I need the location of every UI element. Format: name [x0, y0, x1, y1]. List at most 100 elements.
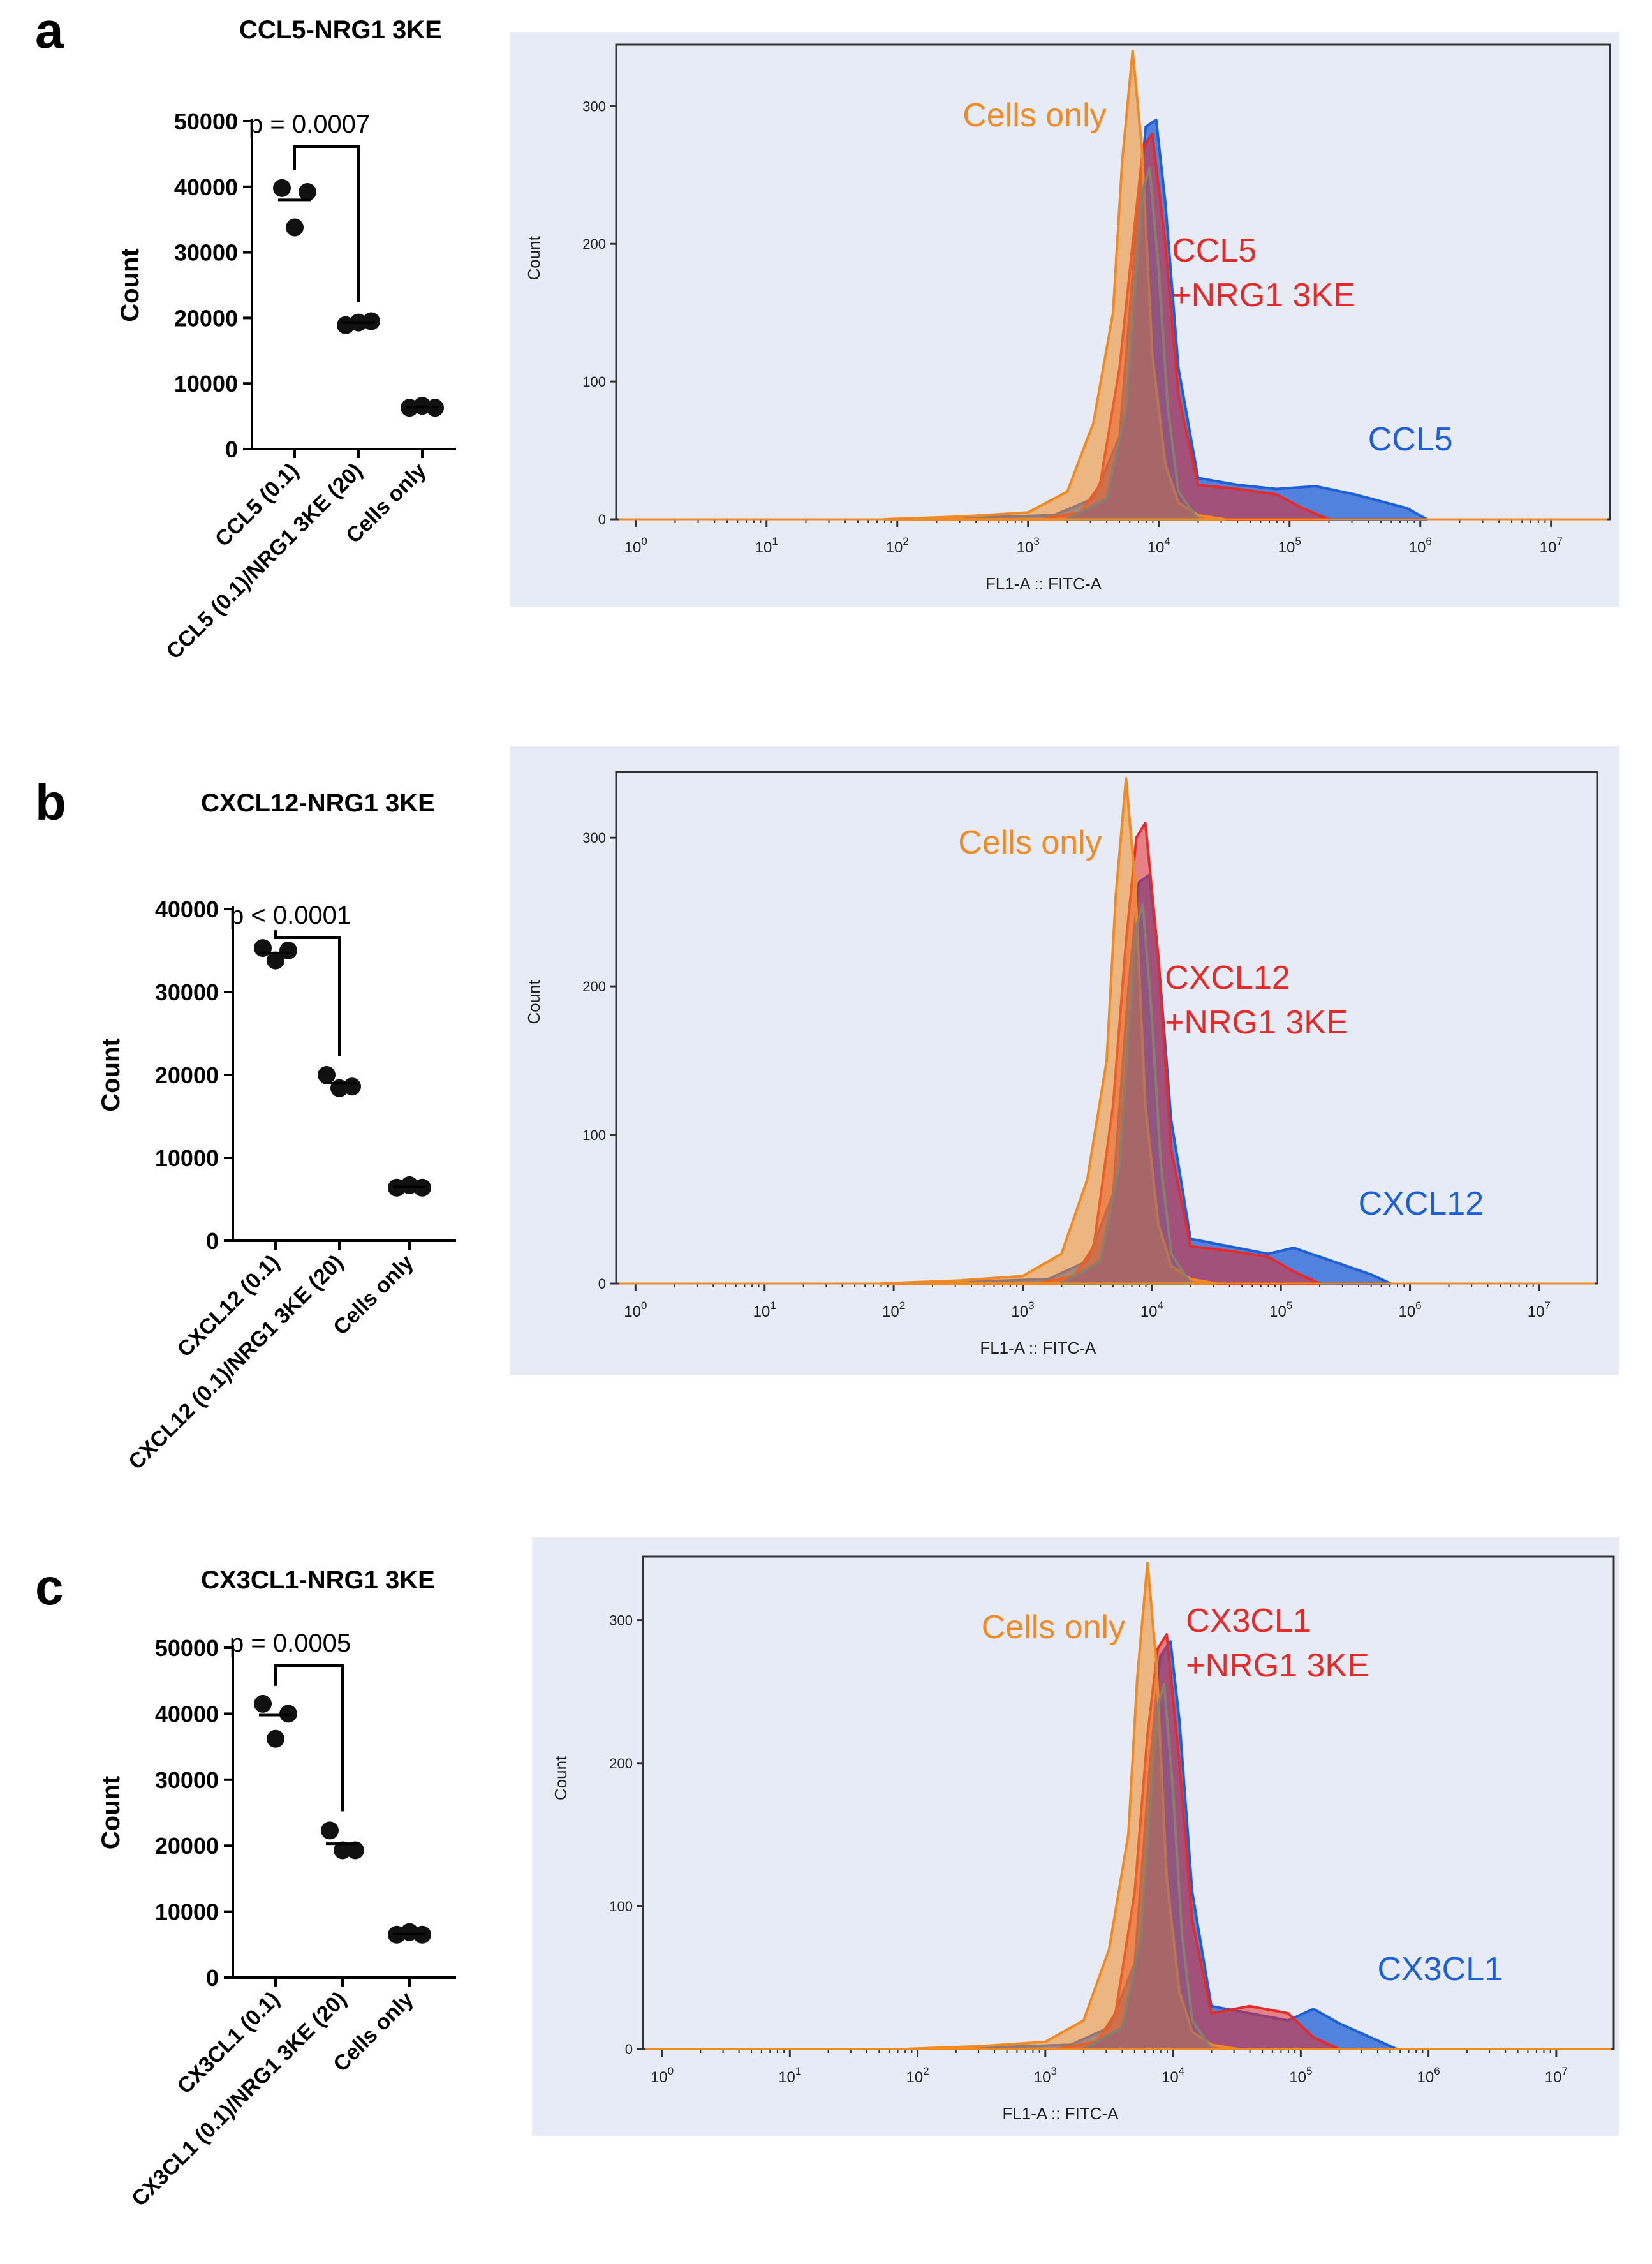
y-axis-label: Count: [524, 979, 543, 1024]
x-tick-exponent: 3: [1028, 1299, 1034, 1312]
data-point: [267, 1729, 284, 1748]
y-tick-label: 30000: [155, 1767, 219, 1793]
y-tick-label: 0: [206, 1228, 219, 1254]
x-tick-label: 102: [906, 2065, 929, 2086]
label-combo-line1: CX3CL1: [1186, 1602, 1311, 1639]
x-tick-exponent: 1: [795, 2065, 801, 2077]
y-tick-label: 40000: [155, 1701, 219, 1727]
x-tick-base: 10: [1017, 539, 1034, 556]
x-tick-exponent: 5: [1295, 535, 1301, 547]
x-tick-exponent: 5: [1287, 1299, 1292, 1312]
series-area-overlap: [1082, 1683, 1213, 2050]
x-tick-label: 106: [1417, 2065, 1440, 2086]
y-tick-label: 100: [582, 1127, 606, 1143]
data-point: [267, 951, 284, 970]
x-tick-base: 10: [1034, 2069, 1051, 2086]
p-value-label: p = 0.0005: [230, 1629, 351, 1657]
p-value-label: p = 0.0007: [249, 110, 370, 138]
x-tick-base: 10: [624, 539, 642, 556]
label-combo-line2: +NRG1 3KE: [1172, 277, 1355, 314]
x-tick-label: 100: [624, 1299, 647, 1321]
y-tick-label: 40000: [174, 174, 238, 200]
y-tick-label: 10000: [174, 371, 238, 397]
data-point: [318, 1066, 336, 1084]
x-tick-exponent: 3: [1033, 535, 1039, 547]
y-tick-label: 0: [206, 1965, 219, 1991]
label-cells-only: Cells only: [958, 824, 1102, 861]
x-tick-label: 105: [1289, 2065, 1312, 2086]
x-tick-label: 106: [1409, 535, 1432, 556]
panel-c: c CX3CL1-NRG1 3KE010000200003000040000500…: [35, 1537, 1619, 2211]
y-axis-label: Count: [116, 248, 144, 322]
y-tick-label: 300: [582, 98, 606, 114]
x-tick-label: 101: [753, 1299, 776, 1321]
panel-letter: a: [35, 2, 64, 59]
x-tick-base: 10: [882, 1303, 899, 1321]
data-point: [343, 1077, 361, 1096]
dot-plot: CX3CL1-NRG1 3KE 0 10000 20000 30000 40000 5000…: [97, 1566, 456, 2211]
x-tick-label: 101: [778, 2065, 801, 2086]
x-tick-base: 10: [1528, 1303, 1545, 1321]
x-tick-base: 10: [1289, 2069, 1306, 2086]
series-area-overlap: [1060, 903, 1192, 1285]
label-cells-only: Cells only: [982, 1609, 1125, 1646]
x-tick-label: 100: [651, 2065, 674, 2086]
x-tick-label: 100: [624, 535, 647, 556]
x-tick-label: 105: [1269, 1299, 1292, 1321]
y-axis-label: Count: [551, 1756, 570, 1800]
p-value-label: p < 0.0001: [230, 901, 351, 929]
dot-plot: CCL5-NRG1 3KE 0 10000 20000 30000 40000 50000 C…: [116, 16, 456, 664]
label-cells-only: Cells only: [962, 97, 1106, 134]
data-point: [279, 942, 297, 959]
x-tick-base: 10: [1278, 539, 1295, 556]
panel-letter: c: [35, 1558, 64, 1615]
panel-b: b CXCL12-NRG1 3KE010000200003000040000Cou…: [35, 746, 1619, 1474]
dot-plot: CXCL12-NRG1 3KE 0 10000 20000 30000 40000 Coun…: [97, 789, 456, 1474]
x-tick-label: 102: [886, 535, 909, 556]
y-tick-label: 100: [582, 374, 606, 390]
x-tick-exponent: 0: [641, 1299, 647, 1312]
x-tick-exponent: 0: [641, 535, 647, 547]
data-point: [362, 312, 380, 330]
significance-bracket: [274, 1664, 344, 1812]
x-tick-exponent: 4: [1157, 1299, 1163, 1312]
x-tick-base: 10: [1011, 1303, 1028, 1321]
y-tick-label: 200: [582, 236, 606, 252]
x-tick-label: 101: [755, 535, 778, 556]
x-tick-exponent: 1: [772, 535, 778, 547]
label-combo-line2: +NRG1 3KE: [1186, 1647, 1369, 1684]
data-point: [299, 183, 316, 202]
plot-title: CX3CL1-NRG1 3KE: [201, 1566, 435, 1594]
x-tick-label: 105: [1278, 535, 1301, 556]
label-chemokine: CXCL12: [1359, 1185, 1484, 1222]
x-tick-base: 10: [1545, 2069, 1562, 2086]
x-tick-base: 10: [1417, 2069, 1434, 2086]
significance-bracket: [274, 930, 341, 1056]
x-tick-label: 104: [1162, 2065, 1184, 2086]
data-point: [346, 1841, 364, 1860]
label-chemokine: CCL5: [1368, 421, 1453, 458]
y-tick-label: 10000: [155, 1145, 219, 1171]
x-tick-exponent: 6: [1415, 1299, 1421, 1312]
y-tick-label: 50000: [174, 108, 238, 135]
x-tick-base: 10: [753, 1303, 771, 1321]
x-tick-label: 107: [1545, 2065, 1568, 2086]
data-point: [273, 179, 291, 197]
x-tick-base: 10: [1140, 1303, 1158, 1321]
y-tick-label: 300: [582, 830, 606, 846]
x-tick-label: 106: [1398, 1299, 1421, 1321]
x-tick-label: 102: [882, 1299, 905, 1321]
x-tick-base: 10: [1409, 539, 1426, 556]
y-axis-label: Count: [97, 1776, 125, 1850]
y-tick-label: 50000: [155, 1635, 219, 1661]
data-point: [279, 1705, 297, 1723]
x-tick-base: 10: [755, 539, 772, 556]
y-tick-label: 200: [582, 979, 606, 995]
y-tick-label: 10000: [155, 1899, 219, 1925]
x-tick-label: 104: [1147, 535, 1170, 556]
x-tick-exponent: 2: [923, 2065, 929, 2077]
y-tick-label: 0: [225, 436, 238, 462]
